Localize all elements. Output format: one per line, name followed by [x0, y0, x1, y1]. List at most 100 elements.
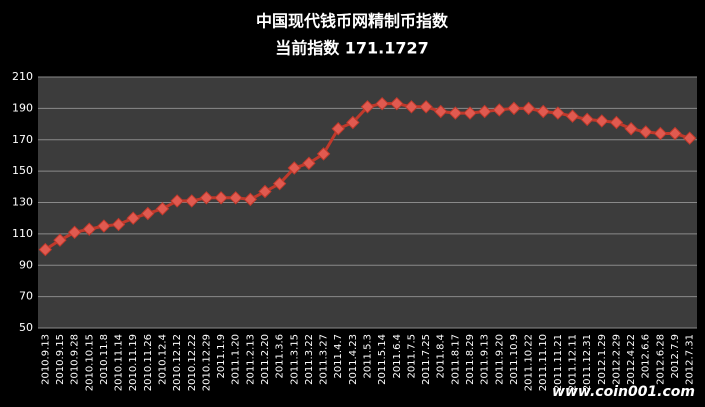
marker — [565, 109, 580, 123]
x-tick-label: 2011.10.22 — [524, 334, 535, 391]
marker — [38, 242, 53, 257]
x-tick-label: 2010.11.19 — [128, 334, 139, 391]
marker — [214, 191, 228, 205]
marker — [111, 217, 126, 232]
y-tick-label: 130 — [12, 196, 33, 209]
x-tick-label: 2011.10.9 — [509, 334, 520, 385]
x-tick-label: 2011.12.31 — [582, 334, 593, 391]
marker — [185, 194, 199, 208]
x-tick-label: 2010.11.26 — [143, 334, 154, 391]
marker — [272, 176, 287, 191]
marker — [228, 191, 243, 205]
x-tick-label: 2011.12.11 — [568, 334, 579, 391]
y-tick-label: 210 — [12, 70, 33, 83]
marker — [141, 206, 155, 221]
x-tick-label: 2012.6.6 — [641, 334, 652, 379]
marker — [331, 122, 345, 136]
marker — [448, 106, 463, 120]
marker — [609, 115, 624, 130]
x-tick-label: 2011.8.17 — [450, 334, 461, 385]
x-tick-label: 2010.11.8 — [99, 334, 110, 385]
y-tick-label: 50 — [19, 321, 33, 334]
marker — [492, 103, 507, 117]
marker — [551, 106, 565, 120]
marker — [243, 192, 258, 207]
marker — [199, 191, 214, 205]
x-tick-label: 2011.11.10 — [538, 334, 549, 391]
x-tick-label: 2011.1.20 — [231, 334, 242, 385]
marker — [477, 104, 492, 119]
marker — [536, 104, 550, 119]
x-tick-label: 2010.11.14 — [114, 334, 125, 391]
x-tick-label: 2011.3.15 — [289, 334, 300, 385]
x-tick-label: 2011.9.13 — [480, 334, 491, 385]
marker — [639, 125, 653, 139]
marker — [258, 184, 272, 199]
x-tick-label: 2011.2.13 — [245, 334, 256, 385]
x-tick-label: 2010.12.22 — [187, 334, 198, 391]
y-tick-label: 170 — [12, 133, 33, 146]
marker — [97, 219, 111, 233]
x-tick-label: 2012.6.28 — [655, 334, 666, 385]
marker — [375, 96, 389, 111]
y-tick-label: 110 — [12, 227, 33, 240]
marker — [302, 156, 316, 170]
marker — [53, 233, 67, 247]
marker — [360, 100, 375, 114]
y-tick-label: 150 — [12, 164, 33, 177]
x-tick-label: 2011.3.6 — [275, 334, 286, 379]
marker — [463, 106, 477, 120]
chart-subtitle: 当前指数 171.1727 — [275, 39, 429, 58]
x-tick-label: 2012.4.22 — [626, 334, 637, 385]
x-tick-label: 2010.9.13 — [40, 334, 51, 385]
x-tick-label: 2010.9.28 — [70, 334, 81, 385]
x-tick-label: 2011.3.27 — [319, 334, 330, 385]
x-tick-label: 2011.6.4 — [392, 334, 403, 379]
marker — [316, 147, 331, 161]
y-tick-label: 70 — [19, 290, 33, 303]
marker — [434, 104, 448, 119]
watermark: www.coin001.com — [552, 384, 695, 400]
marker — [155, 202, 170, 216]
marker — [82, 222, 96, 236]
marker — [390, 96, 404, 111]
marker — [287, 161, 301, 175]
x-tick-label: 2010.10.15 — [84, 334, 95, 391]
x-tick-label: 2011.1.9 — [216, 334, 227, 379]
x-tick-label: 2011.9.20 — [494, 334, 505, 385]
x-tick-label: 2011.4.23 — [348, 334, 359, 385]
x-tick-label: 2011.2.20 — [260, 334, 271, 385]
x-tick-label: 2011.3.22 — [304, 334, 315, 385]
marker — [624, 122, 638, 136]
x-tick-label: 2012.7.9 — [670, 334, 681, 379]
x-tick-label: 2011.7.5 — [406, 334, 417, 379]
marker — [67, 225, 82, 240]
marker — [595, 114, 609, 128]
x-tick-label: 2011.7.25 — [421, 334, 432, 385]
marker — [521, 101, 536, 116]
marker — [419, 100, 433, 114]
x-tick-label: 2010.12.4 — [157, 334, 168, 385]
x-tick-label: 2011.8.29 — [465, 334, 476, 385]
x-tick-label: 2010.12.29 — [201, 334, 212, 391]
x-tick-label: 2010.12.12 — [172, 334, 183, 391]
y-tick-label: 90 — [19, 258, 33, 271]
marker — [346, 115, 360, 130]
x-tick-label: 2011.4.7 — [333, 334, 344, 379]
x-tick-label: 2012.2.29 — [611, 334, 622, 385]
marker — [404, 100, 419, 114]
x-tick-label: 2012.7.31 — [685, 334, 696, 385]
marker — [170, 194, 184, 208]
x-tick-label: 2011.11.21 — [553, 334, 564, 391]
chart-title: 中国现代钱币网精制币指数 — [256, 12, 449, 31]
x-tick-label: 2012.1.29 — [597, 334, 608, 385]
marker — [580, 112, 594, 127]
marker — [653, 126, 668, 141]
marker — [507, 101, 521, 116]
x-tick-label: 2011.8.4 — [436, 334, 447, 379]
marker — [668, 126, 682, 141]
marker — [126, 211, 140, 225]
y-tick-label: 190 — [12, 101, 33, 114]
